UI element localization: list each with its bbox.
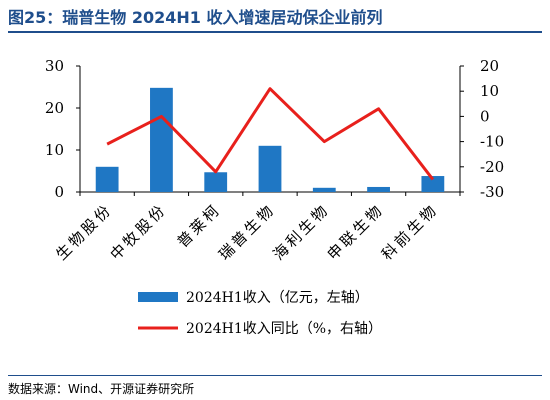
right-tick-label: -10 <box>480 133 504 151</box>
legend-line-label: 2024H1收入同比（%，右轴） <box>186 321 382 337</box>
x-tick-label: 海利生物 <box>269 200 333 264</box>
x-tick-label: 科前生物 <box>378 200 442 264</box>
right-tick-label: 10 <box>480 82 499 100</box>
title-divider <box>8 31 542 33</box>
bar <box>204 172 228 192</box>
bar <box>150 87 173 192</box>
source-divider <box>8 375 542 376</box>
x-tick-label: 生物股份 <box>52 200 116 264</box>
right-tick-label: 0 <box>480 107 490 125</box>
bar-series <box>95 87 445 192</box>
x-tick-label: 申联生物 <box>324 200 388 264</box>
legend-bar-label: 2024H1收入（亿元，左轴） <box>186 290 369 306</box>
right-tick-label: -20 <box>480 158 504 176</box>
x-tick-label: 瑞普生物 <box>215 200 279 264</box>
source-note: 数据来源：Wind、开源证券研究所 <box>8 382 195 396</box>
legend: 2024H1收入（亿元，左轴） 2024H1收入同比（%，右轴） <box>138 290 382 337</box>
chart-title: 图25：瑞普生物 2024H1 收入增速居动保企业前列 <box>8 8 383 27</box>
legend-bar-swatch <box>138 292 178 302</box>
bar <box>312 187 336 192</box>
bar <box>258 145 282 192</box>
right-tick-label: -30 <box>480 183 504 201</box>
bar <box>367 186 390 192</box>
left-tick-label: 30 <box>45 57 64 75</box>
bar <box>95 166 119 192</box>
x-tick-label: 中牧股份 <box>107 200 171 264</box>
left-tick-label: 20 <box>45 99 64 117</box>
left-tick-label: 10 <box>45 141 64 159</box>
x-tick-label: 普莱柯 <box>174 200 225 251</box>
bar <box>421 176 445 192</box>
left-tick-label: 0 <box>54 183 64 201</box>
line-series <box>106 87 435 181</box>
right-tick-label: 20 <box>480 57 499 75</box>
